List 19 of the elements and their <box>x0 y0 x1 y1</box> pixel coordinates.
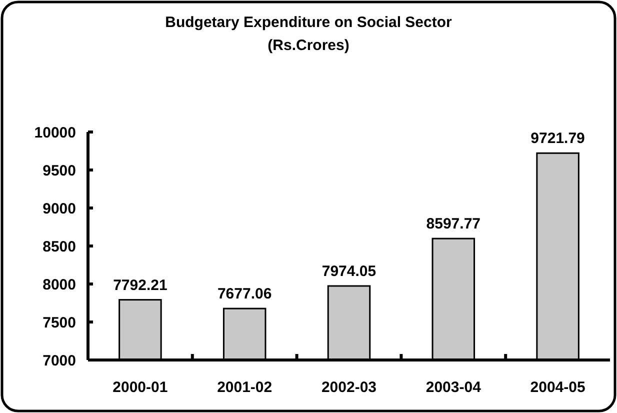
data-label: 7677.06 <box>217 286 272 303</box>
data-label: 9721.79 <box>530 130 585 148</box>
data-label: 7792.21 <box>113 276 168 294</box>
x-tick-label: 2003-04 <box>426 379 482 396</box>
y-tick-label: 8500 <box>42 238 76 256</box>
chart-title: Budgetary Expenditure on Social Sector <box>165 14 452 31</box>
x-tick-label: 2004-05 <box>530 379 586 396</box>
y-tick-label: 9500 <box>42 162 76 180</box>
y-tick-label: 9000 <box>42 200 76 218</box>
y-tick-label: 7000 <box>42 352 76 370</box>
x-tick-label: 2001-02 <box>217 379 272 396</box>
y-tick-label: 7500 <box>42 314 76 332</box>
x-tick-label: 2000-01 <box>112 379 168 396</box>
data-label: 7974.05 <box>322 262 376 280</box>
y-tick-label: 10000 <box>34 124 76 142</box>
y-tick-label: 8000 <box>42 276 76 294</box>
data-label: 8597.77 <box>426 216 481 233</box>
chart-subtitle: (Rs.Crores) <box>268 37 350 54</box>
x-tick-label: 2002-03 <box>321 379 377 396</box>
